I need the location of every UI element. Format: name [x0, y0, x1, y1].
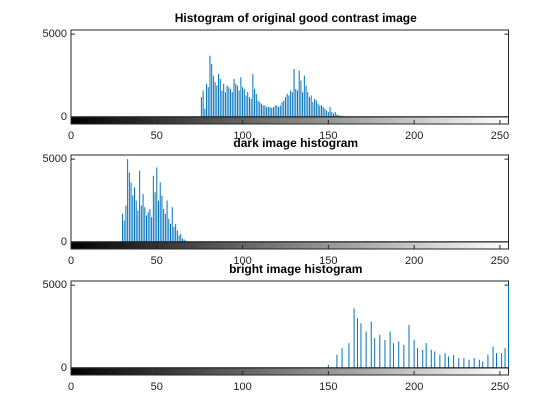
gray-bar: [70, 241, 509, 250]
y-tick-label: 5000: [43, 28, 67, 40]
chart-title: Histogram of original good contrast imag…: [175, 11, 417, 25]
axes-box: [70, 29, 509, 118]
x-tick-label: 100: [233, 381, 251, 393]
gray-bar: [70, 116, 509, 125]
x-tick-label: 200: [405, 255, 423, 267]
axes-box: [70, 280, 509, 369]
x-tick-label: 150: [319, 381, 337, 393]
x-tick-label: 250: [491, 255, 509, 267]
y-tick-label: 0: [61, 362, 67, 374]
x-tick-label: 250: [491, 130, 509, 142]
chart-title: bright image histogram: [229, 262, 362, 276]
x-tick-label: 100: [233, 255, 251, 267]
axes-box: [70, 154, 509, 243]
x-tick-label: 50: [151, 255, 163, 267]
y-tick-label: 5000: [43, 279, 67, 291]
x-tick-label: 0: [68, 381, 74, 393]
x-tick-label: 50: [151, 381, 163, 393]
x-tick-label: 250: [491, 381, 509, 393]
x-tick-label: 200: [405, 381, 423, 393]
chart-title: dark image histogram: [233, 136, 358, 150]
y-tick-label: 5000: [43, 153, 67, 165]
x-tick-label: 50: [151, 130, 163, 142]
x-tick-label: 200: [405, 130, 423, 142]
x-tick-label: 0: [68, 130, 74, 142]
y-tick-label: 0: [61, 111, 67, 123]
x-tick-label: 100: [233, 130, 251, 142]
y-tick-label: 0: [61, 236, 67, 248]
x-tick-label: 0: [68, 255, 74, 267]
x-tick-label: 150: [319, 255, 337, 267]
x-tick-label: 150: [319, 130, 337, 142]
gray-bar: [70, 367, 509, 376]
